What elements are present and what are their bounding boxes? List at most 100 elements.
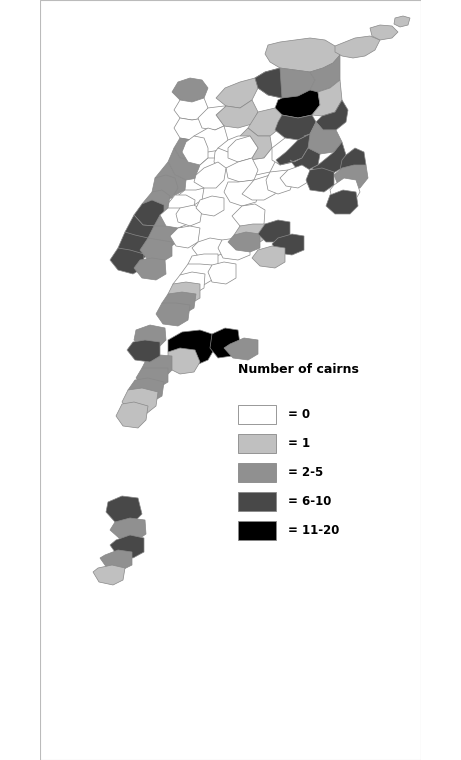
Polygon shape [110,248,144,274]
Polygon shape [214,148,242,170]
Polygon shape [394,16,410,27]
Polygon shape [275,90,320,118]
Polygon shape [255,68,282,98]
Polygon shape [140,238,172,262]
Polygon shape [174,98,208,120]
Polygon shape [370,25,398,40]
Polygon shape [168,282,200,304]
Polygon shape [290,148,320,170]
Polygon shape [174,118,208,140]
Polygon shape [218,238,250,260]
Polygon shape [208,262,236,284]
Polygon shape [194,126,228,152]
Polygon shape [192,238,222,258]
Polygon shape [306,168,334,192]
Polygon shape [148,226,178,248]
Polygon shape [330,178,360,204]
Polygon shape [312,142,346,175]
Polygon shape [142,190,170,215]
Polygon shape [176,205,202,226]
Polygon shape [234,224,266,244]
Text: = 0: = 0 [288,408,310,421]
Polygon shape [236,128,272,160]
Polygon shape [266,170,294,194]
Polygon shape [168,330,215,366]
Polygon shape [162,292,196,314]
Polygon shape [196,196,224,216]
Polygon shape [334,165,368,190]
Polygon shape [134,258,166,280]
Polygon shape [134,325,166,348]
Polygon shape [168,148,204,180]
Polygon shape [312,80,342,116]
Polygon shape [210,328,240,358]
Polygon shape [170,226,200,248]
Polygon shape [218,136,258,162]
Polygon shape [255,68,315,98]
Polygon shape [154,212,182,235]
Polygon shape [248,108,282,136]
Polygon shape [118,232,150,260]
Bar [40,0,421,760]
Polygon shape [125,215,156,244]
Polygon shape [127,340,160,362]
Polygon shape [232,204,265,228]
Polygon shape [216,100,258,128]
Polygon shape [110,535,144,558]
Text: = 1: = 1 [288,437,310,450]
Polygon shape [156,303,190,326]
Polygon shape [106,496,142,524]
Polygon shape [280,165,310,188]
Polygon shape [188,254,218,274]
Text: = 2-5: = 2-5 [288,466,323,479]
Polygon shape [276,134,310,165]
Polygon shape [272,138,300,165]
Polygon shape [100,550,132,570]
Polygon shape [198,106,226,130]
Polygon shape [335,36,380,58]
Polygon shape [136,368,168,388]
Polygon shape [242,175,278,200]
Polygon shape [304,122,342,154]
Polygon shape [166,195,195,215]
Bar [238,405,276,424]
Polygon shape [326,190,358,214]
Polygon shape [275,115,316,140]
Polygon shape [228,232,260,252]
Bar [238,492,276,511]
Polygon shape [155,162,186,195]
Polygon shape [272,234,304,255]
Polygon shape [224,338,258,360]
Text: Number of cairns: Number of cairns [238,363,359,376]
Polygon shape [240,148,276,175]
Polygon shape [340,148,366,178]
Bar [238,434,276,453]
Polygon shape [172,78,208,102]
Polygon shape [152,175,178,200]
Polygon shape [310,55,340,92]
Polygon shape [258,220,290,242]
Polygon shape [196,158,224,180]
Polygon shape [110,518,146,541]
Polygon shape [122,388,158,414]
Polygon shape [134,200,164,226]
Polygon shape [168,348,200,374]
Bar [238,521,276,540]
Polygon shape [265,38,340,72]
Polygon shape [128,378,164,402]
Polygon shape [93,565,125,585]
Polygon shape [173,272,205,294]
Polygon shape [252,246,285,268]
Polygon shape [228,136,258,162]
Polygon shape [216,78,258,108]
Polygon shape [182,136,208,165]
Polygon shape [226,158,258,182]
Polygon shape [180,264,212,286]
Polygon shape [160,208,190,228]
Polygon shape [174,138,208,160]
Bar [238,463,276,482]
Polygon shape [194,162,226,188]
Text: = 11-20: = 11-20 [288,524,339,537]
Polygon shape [116,402,148,428]
Polygon shape [175,188,204,205]
